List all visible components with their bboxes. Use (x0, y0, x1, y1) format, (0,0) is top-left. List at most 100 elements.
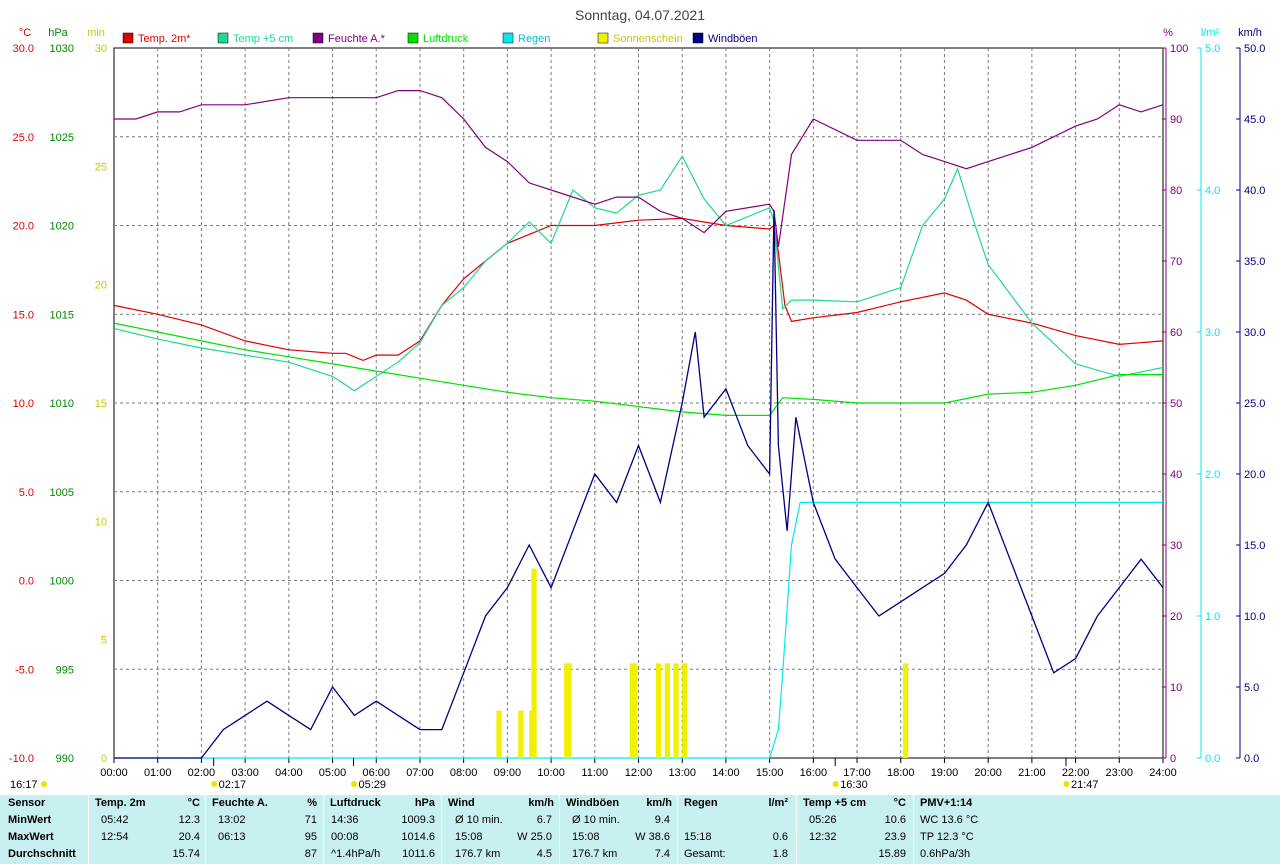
pressure-axis-tick-label: 1030 (50, 43, 74, 55)
legend-label: Temp. 2m* (138, 33, 191, 45)
footer-gust-value: 7.4 (654, 848, 670, 860)
temp-axis-tick-label: 15.0 (13, 309, 34, 321)
sunshine-axis-tick-label: 5 (101, 635, 107, 647)
pressure-axis-tick-label: 1025 (50, 132, 74, 144)
footer-header-pressure: Luftdruck (330, 797, 381, 809)
footer-row-label: Durchschnitt (8, 848, 76, 860)
footer-header-temp2m-unit: °C (187, 797, 200, 809)
wind-axis-tick-label: 5.0 (1244, 682, 1259, 694)
humidity-axis-tick-label: 100 (1170, 43, 1188, 55)
footer-gust-label: 15:08 (572, 831, 600, 843)
sunshine-bar (902, 663, 909, 758)
footer-wind-label: 176.7 km (455, 848, 501, 860)
x-tick-label: 11:00 (581, 767, 608, 779)
footer-pmv-value: WC 13.6 °C (920, 814, 979, 826)
footer-header-humidity-unit: % (307, 797, 317, 809)
humidity-axis-unit: % (1163, 27, 1173, 39)
pressure-axis-tick-label: 1000 (50, 576, 74, 588)
moon-icon (211, 781, 218, 787)
wind-axis-tick-label: 45.0 (1244, 114, 1265, 126)
series-line-4 (113, 322, 1163, 416)
footer-gust-value: W 38.6 (635, 831, 670, 843)
legend-swatch-4 (407, 32, 419, 44)
footer-rain-value: 1.8 (772, 848, 788, 860)
footer-temp2m-time: 05:42 (101, 814, 129, 826)
footer-wind-value: 4.5 (536, 848, 552, 860)
footer-pmv-value: 0.6hPa/3h (920, 848, 971, 860)
footer-wind-value: W 25.0 (517, 831, 552, 843)
pressure-axis-tick-label: 1010 (50, 398, 74, 410)
sunshine-bar (566, 663, 572, 758)
x-tick-label: 02:00 (188, 767, 216, 779)
x-tick-label: 04:00 (275, 767, 303, 779)
event-label: 02:17 (219, 779, 247, 791)
footer-header-humidity: Feuchte A. (212, 797, 268, 809)
wind-axis-tick-label: 25.0 (1244, 398, 1265, 410)
x-tick-label: 03:00 (231, 767, 259, 779)
rain-axis-tick-label: 3.0 (1205, 327, 1220, 339)
moon-icon (832, 781, 839, 787)
sunshine-bar (664, 663, 670, 758)
footer-header-rain-unit: l/m² (768, 797, 788, 809)
x-tick-label: 23:00 (1106, 767, 1134, 779)
footer-temp2m-value: 12.3 (178, 814, 200, 826)
sunshine-axis-tick-label: 30 (95, 43, 107, 55)
legend-label: Feuchte A.* (328, 33, 386, 45)
sunshine-axis-tick-label: 25 (95, 161, 107, 173)
rain-axis-tick-label: 1.0 (1205, 611, 1220, 623)
footer-pressure-value: 1014.6 (401, 831, 435, 843)
x-tick-label: 01:00 (144, 767, 172, 779)
wind-axis-tick-label: 10.0 (1244, 611, 1265, 623)
x-tick-label: 17:00 (843, 767, 871, 779)
series-line-7 (114, 209, 1164, 759)
sunshine-bar (682, 663, 688, 758)
x-tick-label: 24:00 (1149, 767, 1177, 779)
humidity-axis-tick-label: 20 (1170, 611, 1182, 623)
footer-column-separator (913, 795, 914, 864)
x-tick-label: 08:00 (450, 767, 478, 779)
wind-axis-tick-label: 35.0 (1244, 256, 1265, 268)
x-tick-label: 18:00 (887, 767, 915, 779)
wind-axis-tick-label: 30.0 (1244, 327, 1265, 339)
footer-header-pmv: PMV+1:14 (920, 797, 973, 809)
x-tick-label: 22:00 (1062, 767, 1090, 779)
wind-axis-unit: km/h (1238, 27, 1262, 39)
footer-pressure-value: 1009.3 (401, 814, 435, 826)
footer-temp2m-value: 15.74 (172, 848, 200, 860)
footer-humidity-value: 87 (304, 848, 317, 860)
footer-pressure-time: 00:08 (331, 831, 359, 843)
humidity-axis-tick-label: 40 (1170, 469, 1182, 481)
legend-label: Luftdruck (423, 33, 469, 45)
event-label: 05:29 (359, 779, 387, 791)
sun-icon (1063, 781, 1070, 787)
footer-pressure-time: ^1.4hPa/h (331, 848, 381, 860)
rain-axis-tick-label: 0.0 (1205, 753, 1220, 765)
footer-temp2m-time: 12:54 (101, 831, 129, 843)
legend-swatch-7 (692, 32, 704, 44)
sunshine-bar (631, 663, 638, 758)
footer-column-separator (441, 795, 442, 864)
rain-axis-tick-label: 2.0 (1205, 469, 1220, 481)
pressure-axis-tick-label: 995 (56, 664, 74, 676)
sun-icon (351, 781, 358, 787)
footer-header-gust-unit: km/h (646, 797, 672, 809)
event-label: 21:47 (1071, 779, 1099, 791)
corner-sun-icon (41, 781, 47, 787)
footer-row-label: MaxWert (8, 831, 54, 843)
footer-temp5-value: 10.6 (884, 814, 906, 826)
footer-rain-label: 15:18 (684, 831, 712, 843)
temp-axis-tick-label: -5.0 (15, 664, 34, 676)
footer-humidity-value: 95 (304, 831, 317, 843)
x-tick-label: 13:00 (668, 767, 696, 779)
x-tick-label: 10:00 (537, 767, 565, 779)
sunshine-bar (496, 710, 502, 758)
sunshine-axis-unit: min (87, 27, 105, 39)
x-tick-label: 21:00 (1018, 767, 1046, 779)
temp-axis-tick-label: 0.0 (19, 576, 34, 588)
footer-row-label: MinWert (8, 814, 52, 826)
rain-axis-unit: l/m² (1201, 27, 1220, 39)
temp-axis-tick-label: 30.0 (13, 43, 34, 55)
footer-temp2m-value: 20.4 (178, 831, 200, 843)
wind-axis-tick-label: 50.0 (1244, 43, 1265, 55)
temp-axis-unit: °C (19, 27, 31, 39)
